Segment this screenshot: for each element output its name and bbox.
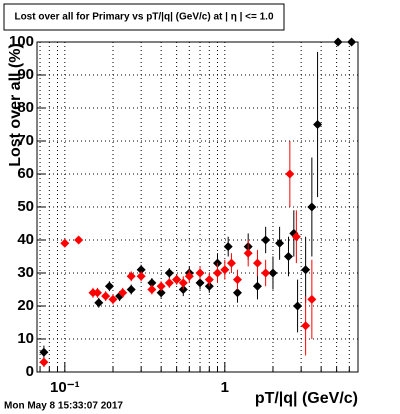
marker xyxy=(223,242,233,252)
marker xyxy=(232,288,242,298)
chart-title: Lost over all for Primary vs pT/|q| (GeV… xyxy=(14,12,273,23)
marker xyxy=(301,265,311,275)
marker xyxy=(275,238,285,248)
marker xyxy=(136,271,146,281)
marker xyxy=(283,252,293,261)
marker xyxy=(136,265,146,275)
marker xyxy=(195,268,205,278)
marker xyxy=(74,235,84,245)
marker xyxy=(39,347,49,357)
marker xyxy=(261,268,271,278)
y-tick-label: 60 xyxy=(17,165,34,182)
marker xyxy=(291,232,301,242)
marker xyxy=(156,281,166,291)
marker xyxy=(204,275,214,285)
marker xyxy=(147,278,157,288)
marker xyxy=(220,265,230,275)
y-tick-label: 20 xyxy=(17,297,34,314)
title-box xyxy=(3,3,285,31)
marker xyxy=(118,288,128,298)
marker xyxy=(268,268,278,278)
marker xyxy=(261,235,271,245)
marker xyxy=(293,301,303,311)
x-axis-label: pT/|q| (GeV/c) xyxy=(255,390,358,407)
marker xyxy=(39,357,49,367)
plot-frame xyxy=(36,41,359,373)
marker xyxy=(307,202,317,212)
marker xyxy=(94,298,104,308)
y-tick-label: 50 xyxy=(17,198,34,215)
marker xyxy=(347,37,357,47)
marker xyxy=(301,321,311,331)
marker xyxy=(252,258,262,268)
marker xyxy=(285,169,295,179)
marker xyxy=(92,288,102,298)
y-tick-label: 40 xyxy=(17,231,34,248)
x-tick-label: 10⁻¹ xyxy=(50,379,80,396)
marker xyxy=(164,268,174,278)
y-tick-label: 70 xyxy=(17,132,34,149)
marker xyxy=(104,281,114,291)
x-tick-label: 1 xyxy=(221,379,229,396)
y-axis-label: Lost over all (%) xyxy=(7,43,24,167)
marker xyxy=(252,281,262,291)
marker xyxy=(126,285,136,294)
marker xyxy=(232,275,242,285)
marker xyxy=(108,294,118,304)
marker xyxy=(307,294,317,304)
marker xyxy=(60,238,70,248)
marker xyxy=(184,271,194,281)
y-tick-label: 10 xyxy=(17,330,34,347)
y-tick-label: 80 xyxy=(17,99,34,116)
marker xyxy=(156,288,166,298)
marker xyxy=(333,37,343,47)
y-tick-label: 100 xyxy=(9,33,34,50)
footer: Mon May 8 15:33:07 2017 xyxy=(4,401,123,412)
marker xyxy=(172,275,182,285)
y-tick-label: 90 xyxy=(17,66,34,83)
marker xyxy=(101,291,111,301)
marker xyxy=(164,278,174,288)
y-tick-label: 0 xyxy=(26,363,34,380)
marker xyxy=(126,271,136,281)
marker xyxy=(313,120,323,129)
y-tick-label: 30 xyxy=(17,264,34,281)
marker xyxy=(212,268,222,278)
marker xyxy=(178,278,188,288)
marker xyxy=(195,278,205,288)
marker xyxy=(243,248,253,258)
marker xyxy=(226,258,236,268)
marker xyxy=(147,285,157,294)
